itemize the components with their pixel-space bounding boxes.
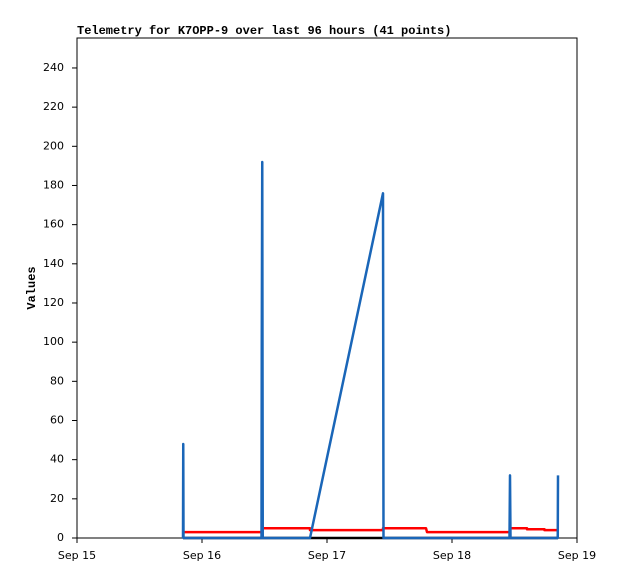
series-line (181, 160, 560, 540)
y-tick-label: 100 (43, 335, 64, 348)
y-tick-label: 140 (43, 257, 64, 270)
x-tick-label: Sep 17 (308, 549, 346, 562)
y-tick-label: 20 (50, 492, 64, 505)
x-tick-label: Sep 15 (58, 549, 96, 562)
y-tick-label: 0 (57, 531, 64, 544)
series-line (183, 526, 558, 534)
y-tick-label: 200 (43, 139, 64, 152)
x-tick-label: Sep 16 (183, 549, 221, 562)
y-axis-label: Values (25, 266, 39, 309)
x-tick-label: Sep 19 (558, 549, 596, 562)
y-tick-label: 60 (50, 413, 64, 426)
y-tick-label: 160 (43, 218, 64, 231)
x-tick-label: Sep 18 (433, 549, 471, 562)
y-tick-label: 180 (43, 178, 64, 191)
y-tick-label: 220 (43, 100, 64, 113)
y-tick-label: 80 (50, 374, 64, 387)
y-tick-label: 120 (43, 296, 64, 309)
chart-title: Telemetry for K7OPP-9 over last 96 hours… (77, 24, 451, 38)
y-tick-label: 240 (43, 61, 64, 74)
y-tick-label: 40 (50, 453, 64, 466)
